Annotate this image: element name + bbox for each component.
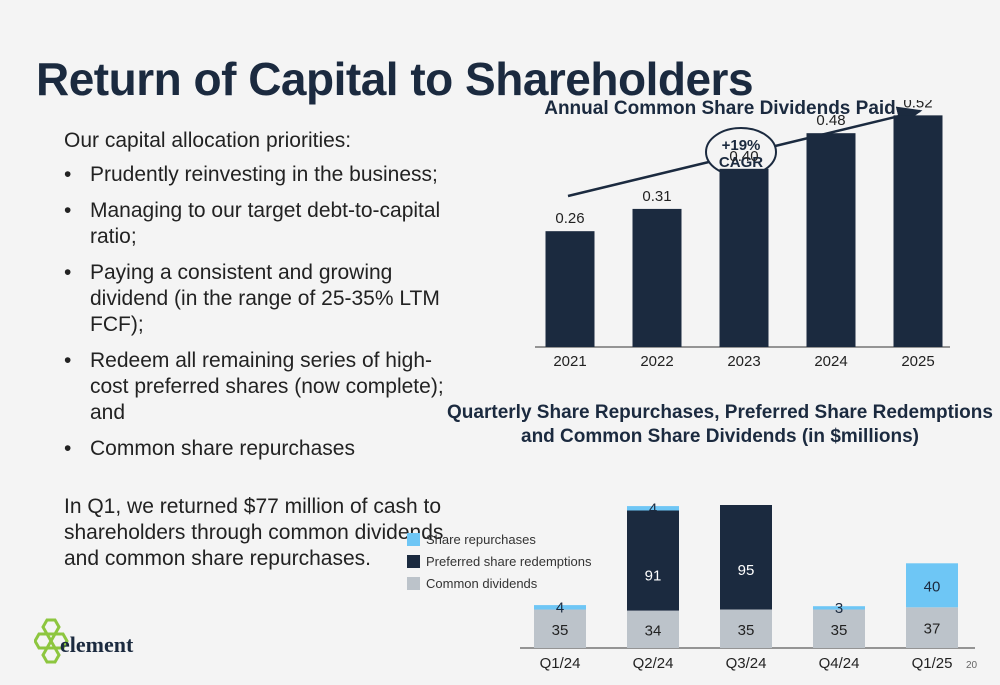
bullet-icon: • [64,261,72,284]
data-label-2025: 0.52 [903,100,932,111]
bar-Q1/24-share-repurchases [534,605,586,610]
data-label-Q2/24-preferred-share-redemptions: 91 [645,568,662,585]
x-tick-2025: 2025 [901,353,934,370]
x-tick-Q3/24: Q3/24 [726,655,767,672]
priorities-list: Our capital allocation priorities: • Prud… [64,128,464,472]
x-tick-2021: 2021 [553,353,586,370]
priority-item: • Common share repurchases [64,436,464,462]
legend-item-share-repurchases: Share repurchases [407,528,591,550]
data-label-2023: 0.40 [729,148,758,165]
page-title: Return of Capital to Shareholders [36,53,754,105]
legend-swatch [407,554,420,568]
bullet-icon: • [64,349,72,372]
annual-dividends-chart: +19% CAGR 0.26 2021 0.31 2022 0.40 2023 0.48 20… [535,100,950,370]
priority-item: • Paying a consistent and growing dividen… [64,260,464,338]
data-label-Q2/24-common-dividends: 34 [645,622,662,639]
priority-text: Paying a consistent and growing dividend… [90,261,440,336]
data-label-Q4/24-common-dividends: 35 [831,622,848,639]
quarterly-returns-chart: 35 4 Q1/24 34 91 4 Q2/24 35 95 Q3/24 35 3 Q4/24 37 40 Q… [520,500,975,672]
quarterly-chart-title-line2: and Common Share Dividends (in $millions… [521,426,919,447]
priority-text: Prudently reinvesting in the business; [90,163,438,186]
data-label-Q3/24-common-dividends: 35 [738,622,755,639]
bar-Q4/24-share-repurchases [813,606,865,610]
legend-label: Preferred share redemptions [426,553,592,569]
bar-2023 [719,168,769,347]
legend-label: Share repurchases [426,531,536,547]
data-label-2024: 0.48 [816,112,845,129]
data-label-Q1/24-share-repurchases: 4 [556,599,564,616]
quarterly-chart-title-line1: Quarterly Share Repurchases, Preferred S… [447,402,993,423]
priority-item: • Prudently reinvesting in the business; [64,162,464,188]
bar-2022 [632,208,682,347]
element-logo-icon [34,618,69,664]
q1-summary: In Q1, we returned $77 million of cash t… [64,495,444,570]
priorities-intro: Our capital allocation priorities: [64,129,352,152]
legend-swatch [407,576,420,590]
x-tick-2022: 2022 [640,353,673,370]
x-tick-Q1/24: Q1/24 [540,655,581,672]
bar-2024 [806,133,856,347]
x-tick-Q1/25: Q1/25 [912,655,953,672]
data-label-Q1/25-common-dividends: 37 [924,621,941,638]
bar-2021 [545,231,595,347]
bar-Q1/24-common-dividends [534,609,586,648]
data-label-Q1/24-common-dividends: 35 [552,622,569,639]
data-label-Q1/25-share-repurchases: 40 [924,578,941,595]
bullet-icon: • [64,437,72,460]
bar-Q2/24-share-repurchases [627,506,679,511]
x-tick-2024: 2024 [814,353,847,370]
bar-2025 [893,115,943,347]
quarterly-legend: Share repurchases Preferred share redemp… [407,528,591,594]
data-label-2021: 0.26 [555,210,584,227]
legend-label: Common dividends [426,575,538,591]
bar-Q2/24-preferred-share-redemptions [627,510,679,611]
data-label-Q4/24-share-repurchases: 3 [835,600,843,617]
priority-text: Redeem all remaining series of high-cost… [90,349,444,424]
bar-Q3/24-common-dividends [720,609,772,648]
bullet-icon: • [64,163,72,186]
logo-text: element [60,632,134,657]
legend-swatch [407,532,420,546]
bar-Q3/24-preferred-share-redemptions [720,505,772,610]
bar-Q1/25-common-dividends [906,607,958,648]
cagr-value: +19% [722,137,761,154]
bar-Q1/25-share-repurchases [906,563,958,608]
bar-Q2/24-common-dividends [627,610,679,648]
x-tick-2023: 2023 [727,353,760,370]
priority-text: Common share repurchases [90,437,355,460]
bullet-icon: • [64,199,72,222]
legend-item-common-dividends: Common dividends [407,572,591,594]
x-tick-Q4/24: Q4/24 [819,655,860,672]
page-number: 20 [966,660,978,671]
annual-chart-title: Annual Common Share Dividends Paid [544,98,896,119]
priority-item: • Redeem all remaining series of high-cos… [64,348,464,426]
data-label-2022: 0.31 [642,188,671,205]
cagr-label: CAGR [719,154,763,171]
data-label-Q2/24-share-repurchases: 4 [649,500,657,517]
priority-text: Managing to our target debt-to-capital r… [90,199,441,248]
priority-item: • Managing to our target debt-to-capital … [64,198,464,250]
legend-item-preferred-redemptions: Preferred share redemptions [407,550,591,572]
bar-Q4/24-common-dividends [813,609,865,648]
x-tick-Q2/24: Q2/24 [633,655,674,672]
data-label-Q3/24-preferred-share-redemptions: 95 [738,562,755,579]
